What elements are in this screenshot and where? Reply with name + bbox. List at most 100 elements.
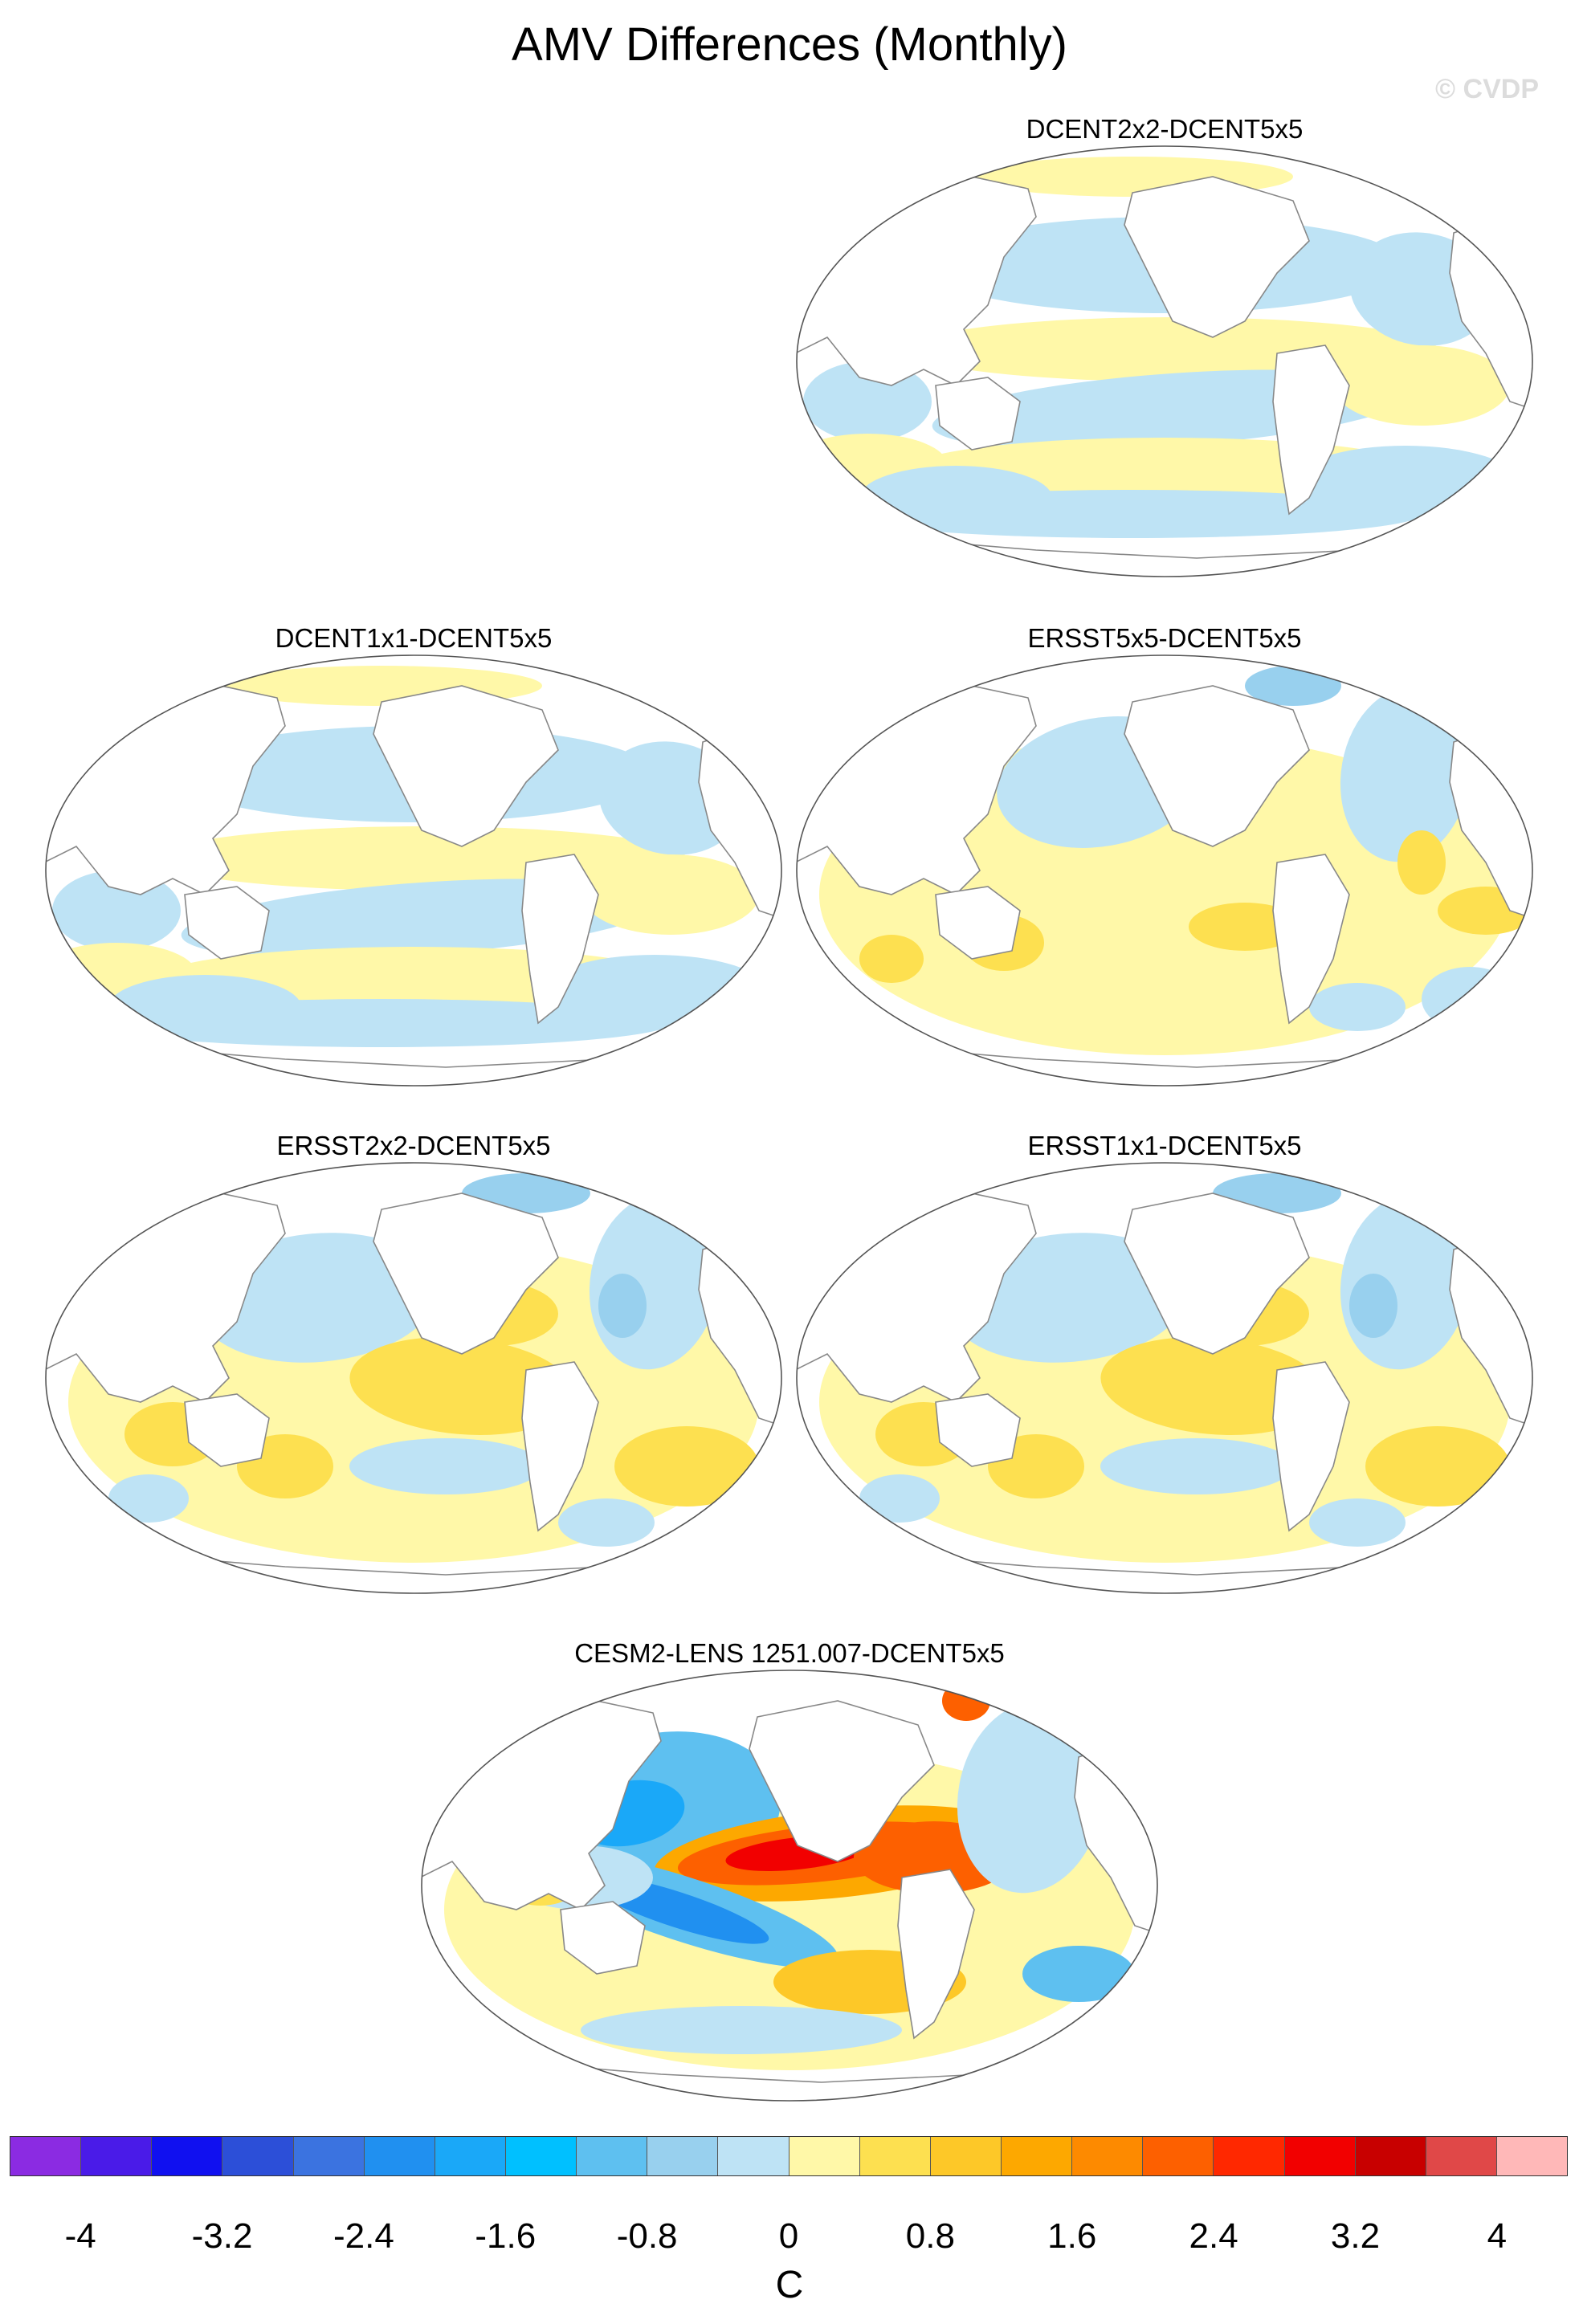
map-border	[796, 654, 1533, 1087]
anomaly-region	[942, 1681, 990, 1721]
anomaly-region	[819, 734, 1510, 1055]
north-america-landmass	[1124, 176, 1310, 338]
anomaly-region	[1309, 983, 1406, 1031]
colorbar-swatch	[152, 2137, 223, 2175]
panel-title-5: ERSST1x1-DCENT5x5	[1027, 1131, 1302, 1160]
panel-title-6: CESM2-LENS 1251.007-DCENT5x5	[574, 1638, 1005, 1668]
colorbar-swatch	[1284, 2137, 1356, 2175]
colorbar-tick-label: -1.6	[475, 2216, 537, 2256]
anomaly-region	[1309, 1498, 1406, 1547]
colorbar-swatch	[577, 2137, 648, 2175]
map-panel-5	[796, 1162, 1533, 1594]
map-panel-1	[796, 145, 1533, 577]
anomaly-region	[859, 466, 1052, 530]
anomaly-region	[1100, 1336, 1325, 1436]
anomaly-region	[1333, 345, 1510, 426]
colorbar-swatch	[718, 2137, 790, 2175]
colorbar-unit: C	[775, 2264, 804, 2306]
watermark: © CVDP	[1435, 74, 1539, 104]
south-america-landmass	[521, 854, 599, 1025]
south-america-landmass	[521, 1361, 599, 1532]
colorbar-swatch	[789, 2137, 860, 2175]
south-america-landmass	[1272, 854, 1350, 1025]
anomaly-region	[859, 935, 924, 983]
anomaly-region	[108, 1474, 189, 1523]
south-america-landmass	[1272, 1361, 1350, 1532]
colorbar-swatch	[435, 2137, 506, 2175]
colorbar-tick-label: 3.2	[1330, 2216, 1381, 2256]
map-border	[421, 1670, 1158, 2102]
page-title: AMV Differences (Monthly)	[512, 18, 1067, 71]
north-america-landmass	[373, 685, 559, 847]
colorbar-swatch	[1214, 2137, 1285, 2175]
colorbar-tick-label: 1.6	[1047, 2216, 1097, 2256]
map-panel-3	[796, 654, 1533, 1087]
anomaly-region	[581, 2006, 902, 2054]
colorbar-swatch	[505, 2137, 577, 2175]
colorbar-swatch	[1072, 2137, 1144, 2175]
colorbar-swatch	[859, 2137, 931, 2175]
anomaly-region	[1397, 830, 1446, 895]
colorbar-tick-label: -2.4	[333, 2216, 394, 2256]
colorbar-swatch	[1355, 2137, 1426, 2175]
map-border	[45, 654, 782, 1087]
north-america-landmass	[373, 1193, 559, 1355]
anomaly-region	[349, 1336, 574, 1436]
north-america-landmass	[749, 1700, 935, 1862]
colorbar-swatch	[930, 2137, 1002, 2175]
colorbar-swatch	[81, 2137, 153, 2175]
south-america-landmass	[1272, 345, 1350, 516]
panel-title-3: ERSST5x5-DCENT5x5	[1027, 623, 1302, 653]
colorbar-swatch	[1143, 2137, 1214, 2175]
anomaly-region	[1100, 1438, 1293, 1494]
australia-landmass	[935, 886, 1021, 960]
colorbar-swatch	[1426, 2137, 1497, 2175]
australia-landmass	[935, 377, 1021, 451]
anomaly-region	[558, 1498, 655, 1547]
anomaly-region	[108, 975, 301, 1039]
colorbar-tick-label: 2.4	[1189, 2216, 1238, 2256]
anomaly-region	[1365, 1426, 1510, 1507]
anomaly-region	[1340, 686, 1471, 862]
anomaly-region	[1022, 1946, 1135, 2002]
colorbar-swatch	[293, 2137, 365, 2175]
map-border	[796, 145, 1533, 577]
colorbar	[10, 2136, 1568, 2176]
anomaly-region	[582, 854, 759, 935]
north-america-landmass	[1124, 1193, 1310, 1355]
colorbar-tick-label: 0.8	[905, 2216, 955, 2256]
anomaly-region	[598, 1274, 647, 1338]
australia-landmass	[184, 886, 270, 960]
north-america-landmass	[1124, 685, 1310, 847]
anomaly-region	[1349, 1274, 1397, 1338]
anomaly-region	[957, 1701, 1104, 1894]
colorbar-tick-label: 0	[778, 2216, 799, 2256]
colorbar-swatch	[1001, 2137, 1073, 2175]
panel-title-2: DCENT1x1-DCENT5x5	[275, 623, 553, 653]
australia-landmass	[935, 1393, 1021, 1467]
panel-title-1: DCENT2x2-DCENT5x5	[1026, 114, 1304, 144]
colorbar-tick-label: -3.2	[191, 2216, 253, 2256]
map-panel-2	[45, 654, 782, 1087]
anomaly-region	[1245, 666, 1341, 706]
colorbar-swatch	[10, 2137, 82, 2175]
map-border	[796, 1162, 1533, 1594]
australia-landmass	[184, 1393, 270, 1467]
map-border	[45, 1162, 782, 1594]
colorbar-swatch	[1496, 2137, 1568, 2175]
south-america-landmass	[897, 1869, 975, 2040]
map-panel-6	[421, 1670, 1158, 2102]
anomaly-region	[1422, 967, 1518, 1031]
colorbar-swatch	[222, 2137, 294, 2175]
anomaly-region	[349, 1438, 542, 1494]
colorbar-swatch	[364, 2137, 435, 2175]
anomaly-region	[614, 1426, 759, 1507]
map-panel-4	[45, 1162, 782, 1594]
anomaly-region	[859, 1474, 940, 1523]
colorbar-tick-label: 4	[1487, 2216, 1508, 2256]
panel-title-4: ERSST2x2-DCENT5x5	[276, 1131, 551, 1160]
australia-landmass	[560, 1901, 646, 1975]
colorbar-tick-label: -0.8	[616, 2216, 678, 2256]
colorbar-tick-label: -4	[64, 2216, 96, 2256]
colorbar-swatch	[647, 2137, 719, 2175]
